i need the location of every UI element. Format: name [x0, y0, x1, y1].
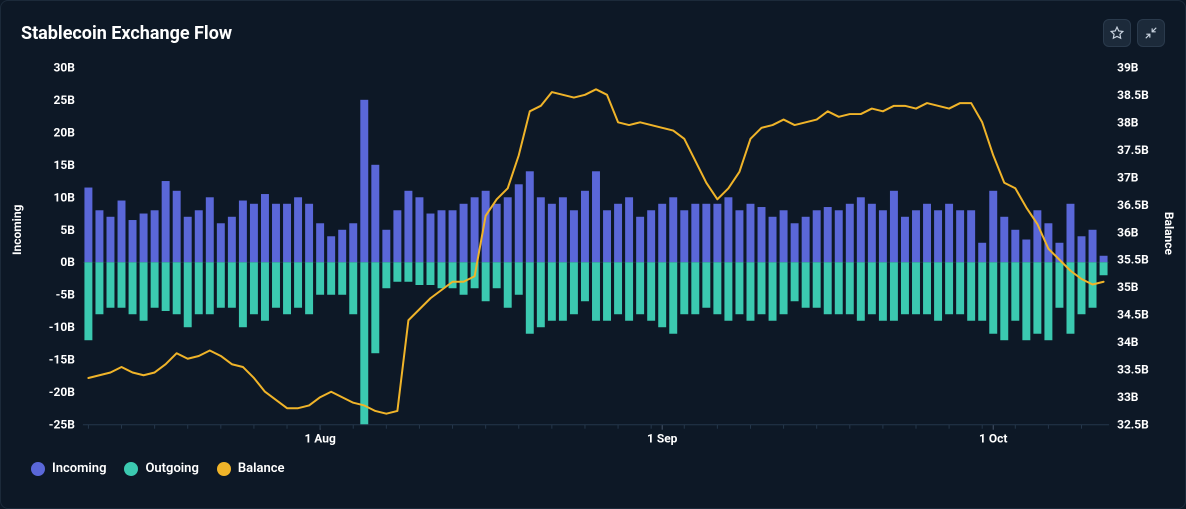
svg-text:20B: 20B — [54, 125, 76, 139]
legend-label: Balance — [238, 461, 285, 476]
svg-text:-20B: -20B — [49, 385, 75, 399]
svg-text:33B: 33B — [1117, 390, 1139, 404]
svg-text:1 Sep: 1 Sep — [647, 432, 678, 446]
chart-svg: -25B -20B -15B -10B -5B 0B 5B 10B 15B 20B 25B 30B 32… — [21, 55, 1165, 455]
svg-text:35.5B: 35.5B — [1117, 253, 1149, 267]
svg-text:38B: 38B — [1117, 115, 1139, 129]
collapse-icon — [1144, 26, 1158, 40]
svg-text:1 Aug: 1 Aug — [304, 432, 336, 446]
svg-text:38.5B: 38.5B — [1117, 88, 1149, 102]
chart-title: Stablecoin Exchange Flow — [21, 23, 232, 44]
legend: Incoming Outgoing Balance — [21, 461, 1165, 476]
svg-text:-10B: -10B — [49, 320, 75, 334]
svg-text:37.5B: 37.5B — [1117, 143, 1149, 157]
collapse-button[interactable] — [1137, 19, 1165, 47]
header-actions — [1103, 19, 1165, 47]
svg-text:0B: 0B — [60, 255, 75, 269]
svg-text:34B: 34B — [1117, 335, 1139, 349]
star-icon — [1110, 26, 1124, 40]
y-axis-right-label: Balance — [1162, 212, 1176, 255]
svg-text:-15B: -15B — [49, 353, 75, 367]
legend-item[interactable]: Incoming — [31, 461, 106, 476]
svg-text:5B: 5B — [60, 223, 75, 237]
svg-text:39B: 39B — [1117, 60, 1139, 74]
chart-card: Stablecoin Exchange Flow Incoming Balanc… — [0, 0, 1186, 509]
svg-text:25B: 25B — [54, 93, 76, 107]
y-axis-left-label: Incoming — [10, 205, 24, 255]
svg-text:33.5B: 33.5B — [1117, 363, 1149, 377]
svg-text:32.5B: 32.5B — [1117, 418, 1149, 432]
svg-text:34.5B: 34.5B — [1117, 308, 1149, 322]
legend-swatch — [217, 462, 231, 476]
svg-text:-5B: -5B — [56, 288, 76, 302]
svg-text:1 Oct: 1 Oct — [979, 432, 1007, 446]
svg-text:15B: 15B — [54, 158, 76, 172]
svg-text:36.5B: 36.5B — [1117, 198, 1149, 212]
legend-item[interactable]: Balance — [217, 461, 285, 476]
legend-item[interactable]: Outgoing — [124, 461, 198, 476]
chart-area: Incoming Balance -25B-20B-15B-10B-5B0B5B… — [21, 55, 1165, 455]
legend-label: Outgoing — [145, 461, 198, 476]
svg-text:35B: 35B — [1117, 280, 1139, 294]
favorite-button[interactable] — [1103, 19, 1131, 47]
legend-swatch — [124, 462, 138, 476]
svg-text:-25B: -25B — [49, 418, 75, 432]
svg-text:36B: 36B — [1117, 225, 1139, 239]
card-header: Stablecoin Exchange Flow — [21, 19, 1165, 47]
svg-text:37B: 37B — [1117, 170, 1139, 184]
legend-label: Incoming — [52, 461, 106, 476]
svg-text:30B: 30B — [54, 60, 76, 74]
svg-text:10B: 10B — [54, 190, 76, 204]
legend-swatch — [31, 462, 45, 476]
